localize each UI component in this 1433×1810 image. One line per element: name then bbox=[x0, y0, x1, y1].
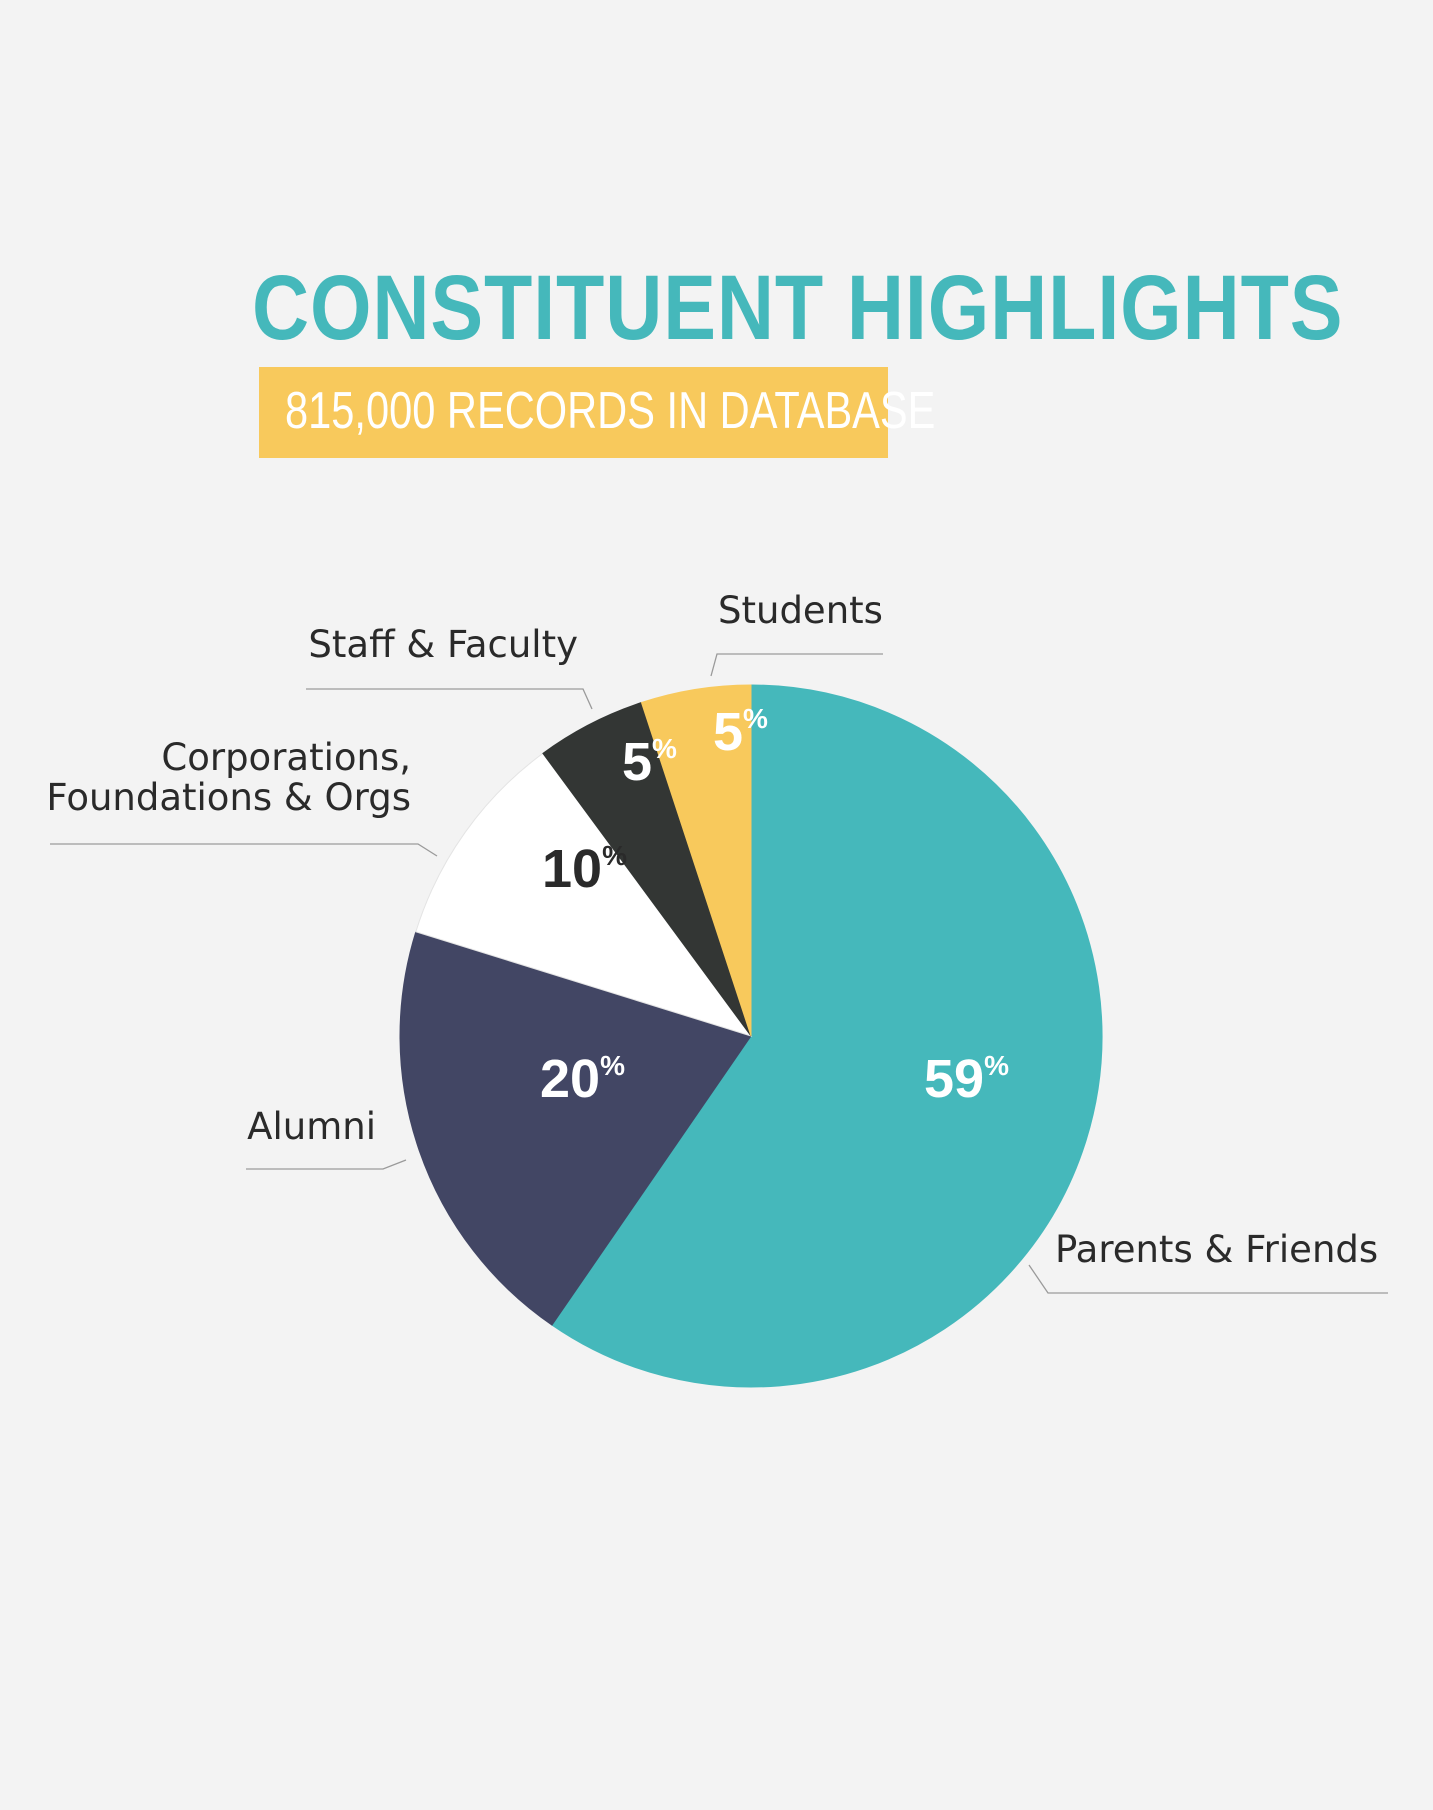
pct-label-corporations-foundations-and-orgs: 10% bbox=[542, 839, 627, 899]
pct-label-alumni: 20% bbox=[540, 1049, 625, 1109]
slice-students bbox=[640, 684, 752, 1037]
pct-label-students: 5% bbox=[713, 702, 768, 762]
callout-parents-and-friends: Parents & Friends bbox=[1028, 1228, 1388, 1294]
pct-label-staff-and-faculty: 5% bbox=[622, 732, 677, 792]
leader-line-staff-and-faculty bbox=[306, 688, 593, 710]
leader-line-students bbox=[710, 653, 883, 677]
callout-label-staff-and-faculty: Staff & Faculty bbox=[308, 623, 578, 666]
slice-callouts: Parents & Friends Alumni Corporations,Foun… bbox=[46, 589, 1388, 1294]
slice-corporations-foundations-and-orgs bbox=[415, 752, 753, 1037]
leader-line-parents-and-friends bbox=[1028, 1264, 1388, 1294]
callout-label-students: Students bbox=[718, 589, 883, 632]
pct-label-parents-and-friends: 59% bbox=[924, 1049, 1009, 1109]
slice-alumni bbox=[399, 931, 752, 1326]
callout-label-corporations-foundations-and-orgs-line-1: Corporations, bbox=[161, 736, 411, 779]
callout-students: Students bbox=[710, 589, 883, 677]
callout-label-corporations-foundations-and-orgs-line-2: Foundations & Orgs bbox=[46, 776, 411, 819]
leader-line-alumni bbox=[246, 1159, 407, 1170]
percentage-labels: 59% 20% 10% 5% 5% bbox=[540, 702, 1009, 1109]
records-banner: 815,000 RECORDS IN DATABASE bbox=[259, 367, 935, 458]
slice-parents-and-friends bbox=[551, 684, 1103, 1388]
chart-title: CONSTITUENT HIGHLIGHTS bbox=[252, 257, 1344, 359]
records-count-text: 815,000 RECORDS IN DATABASE bbox=[285, 382, 936, 440]
callout-alumni: Alumni bbox=[246, 1105, 407, 1170]
callout-staff-and-faculty: Staff & Faculty bbox=[306, 623, 593, 710]
callout-corporations-foundations-and-orgs: Corporations,Foundations & Orgs bbox=[46, 736, 438, 857]
pie-slices bbox=[399, 684, 1103, 1388]
callout-label-parents-and-friends: Parents & Friends bbox=[1055, 1228, 1378, 1271]
leader-line-corporations-foundations-and-orgs bbox=[50, 843, 438, 857]
callout-label-alumni: Alumni bbox=[247, 1105, 376, 1148]
